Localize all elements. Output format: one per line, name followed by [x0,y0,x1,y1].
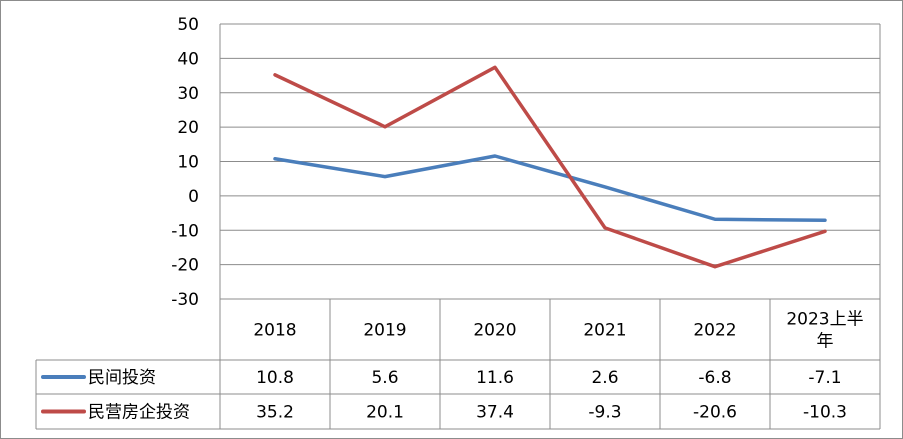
table-value: -20.6 [693,403,737,423]
y-tick-label: 0 [188,187,199,207]
x-tick-label: 2022 [693,321,736,341]
table-value: 5.6 [371,368,398,388]
series-line-0 [273,154,827,223]
y-tick-label: 10 [177,153,199,173]
y-tick-label: -30 [171,290,199,310]
table-value: 35.2 [256,403,294,423]
x-tick-label: 2019 [363,321,406,341]
x-tick-label: 2018 [253,321,296,341]
series-line-1 [273,65,827,269]
y-tick-label: 40 [177,49,199,69]
table-value: 20.1 [366,403,404,423]
table-value: -7.1 [808,368,841,388]
y-tick-label: 50 [177,15,199,35]
y-tick-label: 20 [177,118,199,138]
legend-label: 民营房企投资 [88,403,190,423]
y-tick-label: 30 [177,84,199,104]
y-axis-ticks: 50 40 30 20 10 0 -10 -20 -30 [171,15,199,310]
x-tick-label: 2023上半 [786,310,863,330]
table-value: -6.8 [698,368,731,388]
table-value: 2.6 [591,368,618,388]
table-value: 11.6 [476,368,514,388]
x-tick-label: 年 [817,332,834,352]
grid-layer [219,23,881,300]
table-value: -9.3 [588,403,621,423]
table-value: 37.4 [476,403,514,423]
y-tick-label: -10 [171,221,199,241]
series-lines [273,65,827,269]
table-value: -10.3 [803,403,847,423]
y-tick-label: -20 [171,256,199,276]
x-tick-label: 2020 [473,321,516,341]
legend-label: 民间投资 [88,368,156,388]
table-value: 10.8 [256,368,294,388]
x-tick-label: 2021 [583,321,626,341]
